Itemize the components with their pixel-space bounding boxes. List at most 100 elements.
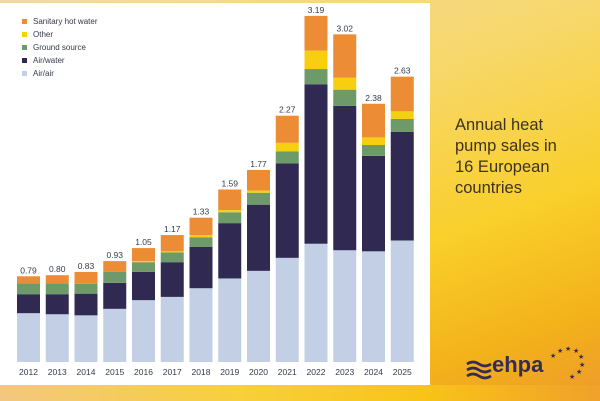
bar-segment-air-water-2024 xyxy=(362,155,385,252)
x-tick-label-2018: 2018 xyxy=(192,367,211,377)
bottom-band xyxy=(0,385,600,401)
caption-line: Annual heat xyxy=(455,116,544,134)
stacked-bar-chart: 0.79 0.80 0.83 0.93 1.05 1.17 1.33 1.59 1.77 2.27… xyxy=(17,5,414,377)
bar-segment-ground-source-2020 xyxy=(247,192,270,205)
x-tick-label-2013: 2013 xyxy=(48,367,67,377)
bar-segment-air-air-2018 xyxy=(189,288,213,362)
bar-segment-air-air-2017 xyxy=(160,296,184,362)
bar-segment-air-air-2020 xyxy=(247,270,270,362)
legend-label: Other xyxy=(33,30,54,39)
total-label-2019: 1.59 xyxy=(221,178,238,188)
waves-icon xyxy=(466,360,492,380)
bar-segment-air-water-2023 xyxy=(333,105,357,251)
bar-segment-ground-source-2024 xyxy=(362,145,385,156)
x-tick-label-2015: 2015 xyxy=(105,367,124,377)
bar-segment-ground-source-2018 xyxy=(189,237,213,247)
bar-segment-sanitary-hot-water-2020 xyxy=(247,169,270,191)
bar-segment-air-air-2014 xyxy=(74,315,98,362)
bar-segment-air-water-2017 xyxy=(160,262,184,297)
bar-segment-air-air-2022 xyxy=(304,243,328,362)
bar-segment-air-air-2021 xyxy=(275,257,299,362)
legend-item-other: Other xyxy=(22,28,97,41)
legend-label: Air/air xyxy=(33,69,54,78)
bar-segment-sanitary-hot-water-2013 xyxy=(45,275,69,284)
legend-item-ground-source: Ground source xyxy=(22,41,97,54)
legend-swatch xyxy=(22,58,27,63)
x-axis-ticks: 2012 2013 2014 2015 2016 2017 2018 2019 2020 2021… xyxy=(19,367,412,377)
bar-segment-air-water-2013 xyxy=(45,294,69,315)
bars-group xyxy=(17,15,414,362)
legend-swatch xyxy=(22,32,27,37)
bar-segment-air-water-2020 xyxy=(247,204,270,271)
bar-segment-other-2019 xyxy=(218,210,242,213)
bar-segment-sanitary-hot-water-2012 xyxy=(17,276,40,284)
bar-segment-other-2022 xyxy=(304,50,328,70)
bar-segment-sanitary-hot-water-2015 xyxy=(103,261,127,272)
bar-segment-air-air-2025 xyxy=(390,240,414,362)
total-label-2017: 1.17 xyxy=(164,224,181,234)
legend-item-sanitary-hot-water: Sanitary hot water xyxy=(22,15,97,28)
x-tick-label-2014: 2014 xyxy=(77,367,96,377)
bar-segment-air-air-2019 xyxy=(218,278,242,362)
bar-segment-air-air-2016 xyxy=(132,300,155,362)
bar-segment-sanitary-hot-water-2022 xyxy=(304,15,328,51)
logo-text: ehpa xyxy=(492,352,544,377)
total-label-2018: 1.33 xyxy=(193,207,210,217)
total-label-2014: 0.83 xyxy=(78,261,95,271)
total-label-2020: 1.77 xyxy=(250,159,267,169)
x-tick-label-2022: 2022 xyxy=(307,367,326,377)
caption-line: countries xyxy=(455,179,522,197)
bar-segment-ground-source-2015 xyxy=(103,271,127,283)
bar-segment-sanitary-hot-water-2023 xyxy=(333,34,357,78)
bar-segment-air-water-2025 xyxy=(390,131,414,241)
bar-segment-ground-source-2021 xyxy=(275,151,299,164)
bar-segment-ground-source-2017 xyxy=(160,252,184,263)
total-label-2023: 3.02 xyxy=(336,23,353,33)
bar-segment-air-water-2022 xyxy=(304,84,328,244)
bar-segment-air-water-2014 xyxy=(74,293,98,316)
bar-segment-air-water-2016 xyxy=(132,271,155,301)
svg-text:★: ★ xyxy=(573,347,579,355)
bar-segment-other-2024 xyxy=(362,137,385,145)
bar-segment-air-water-2015 xyxy=(103,282,127,309)
bar-segment-air-water-2021 xyxy=(275,163,299,258)
bar-segment-sanitary-hot-water-2017 xyxy=(160,235,184,252)
total-label-2021: 2.27 xyxy=(279,105,296,115)
caption-line: pump sales in xyxy=(455,137,557,155)
bar-segment-air-air-2015 xyxy=(103,308,127,362)
bar-segment-sanitary-hot-water-2019 xyxy=(218,189,242,211)
bar-segment-other-2025 xyxy=(390,111,414,119)
bar-segment-sanitary-hot-water-2021 xyxy=(275,115,299,143)
bar-segment-air-air-2023 xyxy=(333,250,357,362)
bar-segment-ground-source-2013 xyxy=(45,283,69,295)
bar-segment-air-air-2024 xyxy=(362,251,385,362)
x-tick-label-2021: 2021 xyxy=(278,367,297,377)
x-tick-label-2023: 2023 xyxy=(335,367,354,377)
bar-segment-ground-source-2022 xyxy=(304,69,328,85)
total-label-2025: 2.63 xyxy=(394,66,411,76)
bar-segment-other-2018 xyxy=(189,235,213,238)
total-label-2016: 1.05 xyxy=(135,237,152,247)
x-tick-label-2016: 2016 xyxy=(134,367,153,377)
legend-item-air-water: Air/water xyxy=(22,54,97,67)
svg-text:★: ★ xyxy=(550,352,556,360)
svg-text:★: ★ xyxy=(576,368,582,376)
svg-text:★: ★ xyxy=(569,373,575,381)
total-label-2015: 0.93 xyxy=(106,250,123,260)
x-tick-label-2019: 2019 xyxy=(220,367,239,377)
total-label-2022: 3.19 xyxy=(308,5,325,15)
total-label-2024: 2.38 xyxy=(365,93,382,103)
x-tick-label-2024: 2024 xyxy=(364,367,383,377)
bar-segment-other-2023 xyxy=(333,77,357,90)
caption-line: 16 European xyxy=(455,158,550,176)
bar-segment-ground-source-2016 xyxy=(132,262,155,272)
x-tick-label-2025: 2025 xyxy=(393,367,412,377)
bar-segment-sanitary-hot-water-2024 xyxy=(362,103,385,138)
value-labels-group: 0.79 0.80 0.83 0.93 1.05 1.17 1.33 1.59 1.77 2.27… xyxy=(20,5,411,275)
bar-segment-other-2020 xyxy=(247,190,270,193)
bar-segment-air-air-2012 xyxy=(17,313,40,362)
bar-segment-ground-source-2019 xyxy=(218,212,242,224)
bar-segment-air-air-2013 xyxy=(45,314,69,362)
legend-swatch xyxy=(22,71,27,76)
ehpa-logo: ehpa ★ ★ ★ ★ ★ ★ ★ ★ xyxy=(466,345,586,390)
